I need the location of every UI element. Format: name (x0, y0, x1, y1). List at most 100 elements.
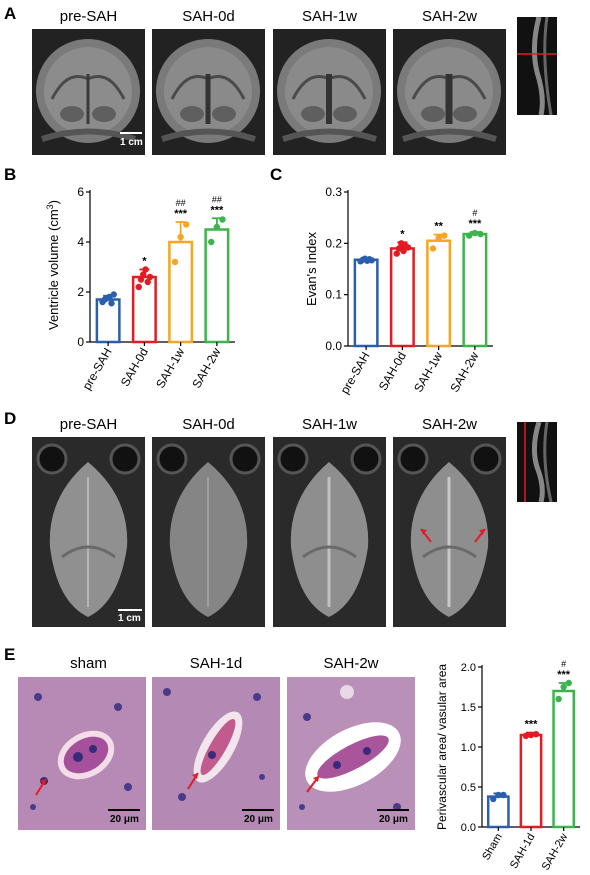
x-tick-label: SAH-2w (447, 349, 481, 394)
scale-bar-label-e-sah-1d: 20 μm (244, 814, 273, 825)
panel-e-title-sah-1d: SAH-1d (189, 655, 243, 672)
significance-hash-marker: # (561, 659, 566, 669)
y-tick-label: 0.0 (461, 822, 476, 834)
scale-bar-line (120, 132, 142, 134)
data-point (208, 238, 215, 246)
x-tick-label: SAH-1w (153, 345, 187, 390)
data-point (177, 233, 184, 241)
panel-d-title-sah-0d: SAH-0d (182, 416, 235, 433)
y-tick-label: 0.5 (461, 782, 476, 794)
axial-mri-sah-0d (152, 437, 265, 627)
y-tick-label: 0.2 (325, 236, 342, 250)
data-point (108, 300, 115, 307)
bar-sah-1w (168, 240, 194, 344)
data-point (560, 683, 567, 691)
he-stain-sah-2w: 20 μm (287, 677, 415, 830)
panel-a-title-sah-0d: SAH-0d (182, 8, 235, 25)
y-tick-label: 1.0 (461, 742, 476, 754)
data-point (404, 244, 412, 251)
data-point (500, 791, 507, 799)
data-point (490, 795, 497, 803)
coronal-mri-sah-0d (152, 29, 265, 155)
scale-bar-label-d: 1 cm (118, 613, 141, 624)
x-tick-label: pre-SAH (80, 346, 115, 393)
x-tick-label: SAH-1w (411, 349, 445, 394)
sagittal-localizer-d (517, 422, 557, 502)
panel-b-letter: B (4, 165, 17, 184)
x-tick-label: SAH-0d (376, 350, 409, 393)
y-axis-label: Perivascular area/ vasular area (435, 664, 449, 830)
x-tick-label: SAH-2w (540, 831, 571, 870)
data-point (219, 216, 226, 223)
data-point (393, 250, 400, 257)
axial-mri-sah-2w (393, 437, 506, 627)
data-point (565, 679, 572, 687)
data-point (522, 732, 530, 739)
y-tick-label: 0.1 (325, 288, 342, 302)
significance-marker: *** (525, 719, 539, 731)
panel-d-letter: D (4, 409, 17, 428)
data-point (140, 271, 147, 278)
x-tick-label: SAH-1d (508, 832, 538, 871)
panel-a-title-pre-sah: pre-SAH (59, 8, 118, 25)
perivascular-area-chart: Perivascular area/ vasular area 0.0 0.5 1.0… (435, 659, 580, 871)
data-point (466, 232, 473, 239)
data-point (146, 273, 154, 281)
bar-sah-2w (552, 689, 576, 829)
data-point (368, 257, 375, 264)
scale-bar-label-e-sham: 20 μm (110, 814, 139, 825)
data-point (171, 258, 179, 266)
axial-mri-pre-sah: 1 cm (32, 437, 145, 627)
panel-d-title-sah-1w: SAH-1w (301, 416, 357, 433)
scale-bar-line-d (118, 609, 142, 611)
bar-sah-2w (462, 232, 488, 348)
coronal-mri-sah-2w (393, 29, 506, 155)
bar-pre-sah (95, 298, 121, 344)
data-point (555, 695, 562, 703)
ylabel-ventricle-volume: Ventricle volume (cm3) (45, 200, 61, 330)
bar-sah-1d (519, 733, 543, 829)
significance-hash-marker: ## (212, 194, 222, 204)
panel-c-letter: C (270, 165, 283, 184)
y-axis-label: Evan's Index (304, 231, 319, 306)
y-tick-label: 2.0 (461, 662, 476, 674)
panel-e-title-sah-2w: SAH-2w (323, 655, 379, 672)
significance-marker: * (400, 228, 405, 240)
significance-hash-marker: # (472, 208, 477, 218)
panel-a-title-sah-1w: SAH-1w (301, 8, 357, 25)
ventricle-volume-chart: Ventricle volume (cm3) 0 2 4 6 pre-SAH SAH-0d… (45, 185, 235, 393)
x-tick-label: pre-SAH (338, 350, 373, 397)
scale-bar-label-e-sah-2w: 20 μm (379, 814, 408, 825)
data-point (441, 232, 448, 239)
data-point (213, 223, 221, 231)
panel-a-letter: A (4, 4, 17, 23)
significance-hash-marker: ## (176, 198, 186, 208)
bar-sah-2w (204, 228, 230, 344)
coronal-mri-sah-1w (273, 29, 386, 155)
significance-marker: ** (434, 221, 443, 233)
he-stain-sah-1d: 20 μm (152, 677, 280, 830)
bar-sah-0d (389, 247, 415, 348)
x-tick-label: SAH-0d (118, 346, 151, 389)
x-tick-label: SAH-2w (189, 345, 223, 390)
svg-text:Ventricle volume (cm3): Ventricle volume (cm3) (45, 200, 61, 330)
y-tick-label: 0 (77, 335, 84, 349)
data-point (495, 791, 502, 799)
panel-e-letter: E (4, 645, 16, 664)
data-point (477, 230, 484, 238)
data-point (435, 235, 442, 242)
x-tick-label: Sham (480, 832, 505, 863)
data-point (142, 266, 149, 273)
he-stain-sham: 20 μm (18, 677, 146, 830)
significance-marker: *** (210, 204, 224, 216)
data-point (110, 291, 117, 298)
data-point (527, 731, 535, 739)
sagittal-localizer-a (517, 17, 557, 115)
y-tick-label: 6 (77, 185, 84, 199)
panel-d-title-sah-2w: SAH-2w (421, 416, 477, 433)
y-tick-label: 1.5 (461, 702, 476, 714)
bar-sah-1w (426, 239, 452, 348)
evans-index-chart: Evan's Index 0.0 0.1 0.2 0.3 pre-SAH SAH-0d * SA… (304, 185, 493, 397)
y-tick-label: 0.0 (325, 339, 342, 353)
panel-d-title-pre-sah: pre-SAH (59, 416, 118, 433)
